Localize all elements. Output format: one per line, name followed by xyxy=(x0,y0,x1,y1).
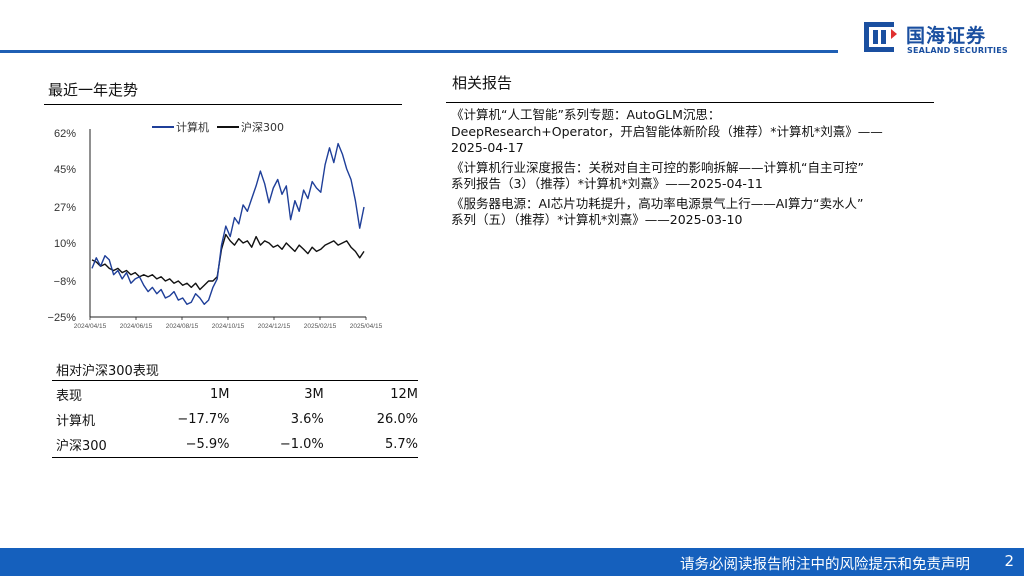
logo-chinese-name: 国海证券 xyxy=(906,25,987,47)
performance-table: 表现 1M 3M 12M 计算机 −17.7% 3.6% 26.0% 沪深300… xyxy=(52,382,418,458)
performance-table-title: 相对沪深300表现 xyxy=(56,364,159,379)
x-tick-label: 2024/12/15 xyxy=(258,323,291,330)
related-reports-list: 《计算机“人工智能”系列专题：AutoGLM沉思： DeepResearch+O… xyxy=(451,107,941,232)
y-tick-label: 27% xyxy=(54,202,76,214)
y-tick-label: 45% xyxy=(54,164,76,176)
report-item[interactable]: 《服务器电源：AI芯片功耗提升，高功率电源景气上行——AI算力“卖水人” 系列（… xyxy=(451,195,864,228)
sealand-logo-icon xyxy=(864,22,897,52)
table-cell: 26.0% xyxy=(376,412,418,427)
footer-disclaimer[interactable]: 请务必阅读报告附注中的风险提示和免责声明 xyxy=(680,557,970,573)
header-cell: 12M xyxy=(390,387,418,402)
legend-label: 沪深300 xyxy=(241,120,284,134)
sealand-logo: 国海证券 SEALAND SECURITIES xyxy=(862,20,1012,58)
x-tick-label: 2025/04/15 xyxy=(350,323,383,330)
table-cell: −17.7% xyxy=(177,412,230,427)
y-tick-label: 62% xyxy=(54,128,76,140)
table-cell: −5.9% xyxy=(135,432,230,458)
table-header-row: 表现 1M 3M 12M xyxy=(52,382,418,407)
table-cell: −1.0% xyxy=(229,432,324,458)
table-cell: 3.6% xyxy=(290,412,324,427)
legend-label: 计算机 xyxy=(176,120,209,134)
table-row: 计算机 −17.7% 3.6% 26.0% xyxy=(52,407,418,432)
table-row: 沪深300 −5.9% −1.0% 5.7% xyxy=(52,432,418,458)
series-line xyxy=(91,142,365,306)
header-rule xyxy=(0,50,838,53)
header-cell: 表现 xyxy=(56,389,83,404)
performance-table-rule xyxy=(52,380,418,381)
x-tick-label: 2025/02/15 xyxy=(304,323,337,330)
report-item[interactable]: 《计算机“人工智能”系列专题：AutoGLM沉思： DeepResearch+O… xyxy=(451,107,883,155)
table-cell: 5.7% xyxy=(323,432,418,458)
table-cell: 沪深300 xyxy=(52,432,136,458)
report-item[interactable]: 《计算机行业深度报告：关税对自主可控的影响拆解——计算机“自主可控” 系列报告（… xyxy=(451,159,864,192)
table-cell: 计算机 xyxy=(56,414,96,429)
footer-bar: 请务必阅读报告附注中的风险提示和免责声明 2 xyxy=(0,548,1024,576)
x-tick-label: 2024/10/15 xyxy=(212,323,245,330)
y-tick-label: −25% xyxy=(48,312,77,324)
header-cell: 3M xyxy=(304,387,324,402)
page-number: 2 xyxy=(1004,552,1014,570)
x-tick-label: 2024/06/15 xyxy=(120,323,153,330)
trend-chart: 62% 45% 27% 10% −8% −25% 2024/04/15 2024/06/15 2… xyxy=(40,112,400,337)
trend-chart-svg: 62% 45% 27% 10% −8% −25%2024/04/15 2024/06/15 2… xyxy=(48,120,383,330)
reports-section-title: 相关报告 xyxy=(452,74,513,92)
trend-section-title: 最近一年走势 xyxy=(48,81,139,99)
y-tick-label: −8% xyxy=(54,276,77,288)
header-cell: 1M xyxy=(210,387,230,402)
logo-english-name: SEALAND SECURITIES xyxy=(907,46,1008,55)
y-tick-label: 10% xyxy=(54,238,76,250)
trend-section-rule xyxy=(44,104,402,105)
reports-section-rule xyxy=(446,102,934,103)
x-tick-label: 2024/08/15 xyxy=(166,323,199,330)
x-tick-label: 2024/04/15 xyxy=(74,323,107,330)
series-line xyxy=(91,233,365,291)
